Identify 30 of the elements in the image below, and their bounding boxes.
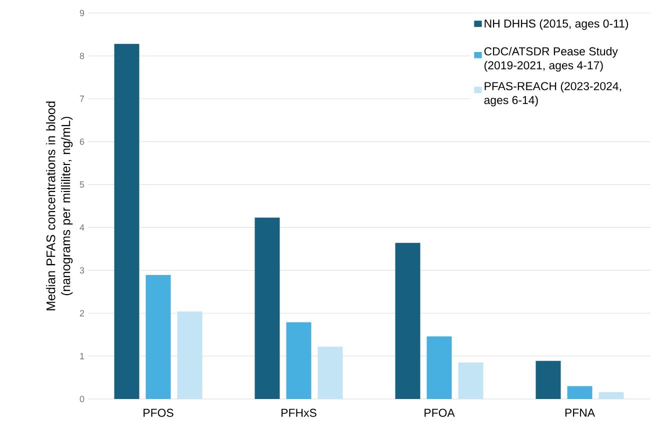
bar: [567, 386, 592, 399]
bar: [177, 312, 202, 399]
bar: [146, 275, 171, 399]
x-tick-label: PFHxS: [282, 408, 316, 417]
y-tick-label: 0: [80, 396, 84, 402]
legend-label: CDC/ATSDR Pease Study (2019-2021, ages 4-17): [484, 47, 618, 72]
y-tick-label: 6: [80, 138, 84, 145]
bar: [426, 336, 452, 399]
y-tick-label: 4: [80, 224, 84, 231]
bar: [458, 362, 484, 399]
y-axis-title: Median PFAS concentrations in blood (nanograms per milliliter, ng/mL): [46, 102, 73, 310]
x-tick-label: PFOS: [144, 408, 174, 417]
bar: [395, 242, 420, 399]
y-tick-label: 2: [80, 310, 84, 316]
legend-label: NH DHHS (2015, ages 0-11): [484, 19, 628, 30]
y-tick-label: 7: [80, 96, 84, 102]
bar: [598, 392, 624, 399]
y-tick-label: 3: [80, 267, 84, 274]
y-tick-label: 9: [80, 10, 84, 16]
legend-label: PFAS-REACH (2023-2024, ages 6-14): [484, 82, 621, 106]
x-tick-label: PFOA: [424, 408, 455, 417]
bar: [286, 322, 312, 399]
bar: [254, 218, 280, 399]
bar: [536, 360, 561, 399]
bar: [114, 44, 140, 399]
y-tick-label: 8: [80, 52, 84, 60]
y-tick-label: 5: [80, 181, 84, 188]
y-tick-label: 1: [80, 353, 84, 360]
bar: [318, 346, 343, 399]
x-tick-label: PFNA: [565, 408, 595, 417]
